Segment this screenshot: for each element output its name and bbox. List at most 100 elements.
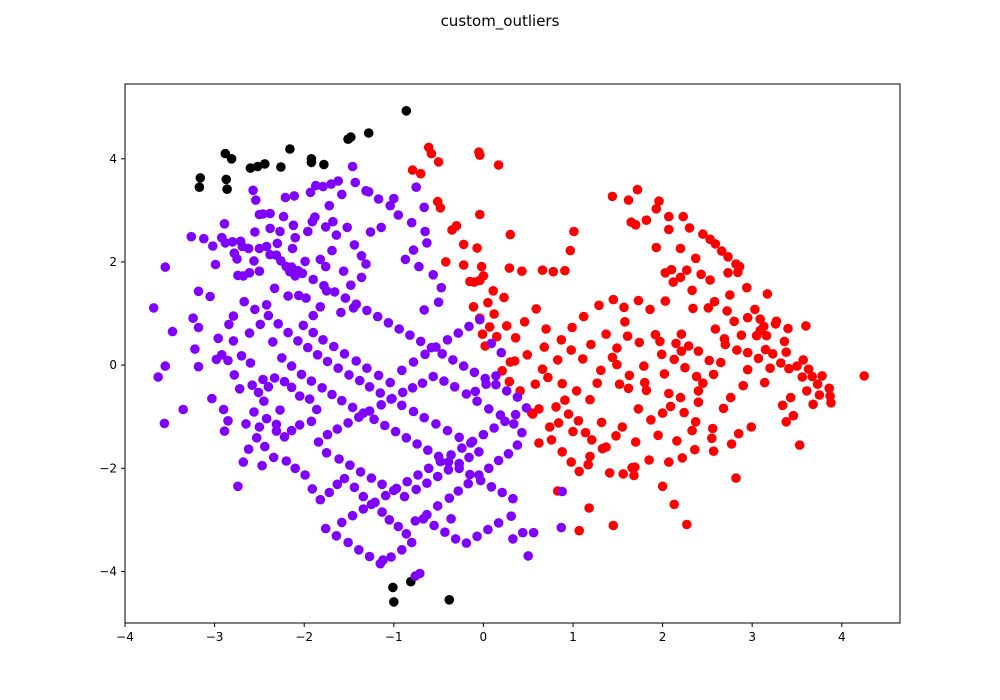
data-point-cluster_b	[630, 437, 641, 447]
data-point-cluster_b	[682, 519, 692, 530]
data-point-cluster_a	[493, 518, 504, 528]
data-point-cluster_a	[444, 493, 455, 504]
data-point-cluster_a	[376, 222, 387, 233]
data-point-cluster_a	[305, 187, 316, 198]
data-point-cluster_b	[742, 347, 753, 358]
data-point-cluster_a	[248, 185, 258, 196]
data-point-cluster_a	[384, 515, 395, 525]
data-point-cluster_a	[433, 297, 444, 308]
y-tick-label: −2	[99, 461, 117, 475]
data-point-cluster_b	[669, 499, 679, 510]
data-point-cluster_b	[759, 377, 770, 388]
data-point-cluster_a	[475, 475, 486, 486]
data-point-cluster_a	[408, 406, 419, 417]
data-point-cluster_a	[491, 379, 501, 390]
data-point-cluster_a	[443, 457, 454, 467]
data-point-cluster_b	[693, 397, 704, 408]
data-point-cluster_a	[366, 473, 377, 483]
data-point-cluster_a	[383, 318, 394, 328]
data-point-cluster_a	[223, 416, 233, 426]
data-point-cluster_a	[377, 507, 387, 517]
data-point-cluster_b	[698, 229, 708, 239]
data-point-cluster_a	[521, 403, 532, 413]
data-point-cluster_b	[794, 440, 805, 450]
data-point-cluster_a	[385, 200, 396, 211]
data-point-cluster_a	[400, 254, 411, 265]
data-point-cluster_b	[608, 294, 619, 305]
data-point-cluster_b	[505, 357, 516, 367]
data-point-cluster_a	[439, 376, 449, 386]
data-point-cluster_b	[475, 150, 485, 160]
data-point-cluster_a	[310, 212, 320, 222]
data-point-cluster_a	[349, 240, 360, 250]
data-point-cluster_a	[261, 413, 272, 424]
data-point-cluster_b	[517, 266, 527, 277]
data-point-cluster_a	[345, 460, 355, 471]
data-point-outliers	[388, 582, 398, 593]
data-point-cluster_a	[265, 249, 275, 260]
data-point-cluster_b	[552, 355, 563, 365]
data-point-cluster_a	[351, 356, 362, 366]
data-point-cluster_b	[407, 165, 418, 175]
data-point-cluster_a	[251, 195, 261, 205]
data-point-cluster_a	[320, 261, 331, 272]
data-point-cluster_b	[668, 277, 679, 287]
data-point-cluster_b	[623, 383, 634, 394]
data-point-cluster_b	[760, 344, 771, 355]
data-point-cluster_a	[422, 478, 432, 489]
data-point-cluster_b	[726, 439, 737, 449]
data-point-cluster_a	[261, 241, 272, 252]
data-point-cluster_b	[802, 386, 812, 396]
data-point-cluster_b	[826, 398, 836, 408]
data-point-cluster_a	[390, 426, 401, 437]
data-point-cluster_a	[249, 407, 259, 417]
data-point-cluster_a	[411, 182, 422, 192]
data-point-cluster_b	[639, 377, 650, 388]
data-point-cluster_a	[464, 452, 474, 463]
data-point-cluster_b	[548, 266, 559, 277]
data-point-cluster_a	[321, 448, 332, 458]
data-point-cluster_a	[228, 311, 239, 321]
data-point-cluster_b	[660, 268, 671, 278]
data-point-cluster_a	[324, 487, 335, 498]
data-point-cluster_b	[690, 253, 701, 264]
data-point-cluster_b	[607, 352, 618, 363]
data-point-cluster_b	[646, 415, 656, 425]
data-point-outliers	[276, 162, 286, 172]
data-point-cluster_a	[178, 404, 188, 415]
data-point-cluster_b	[651, 242, 662, 253]
data-point-cluster_b	[755, 314, 765, 325]
data-point-cluster_b	[492, 331, 502, 342]
data-point-cluster_b	[664, 388, 674, 399]
data-point-cluster_a	[315, 494, 326, 505]
data-point-cluster_b	[458, 260, 469, 270]
data-point-cluster_a	[244, 328, 255, 338]
data-point-cluster_b	[650, 329, 661, 340]
data-point-cluster_b	[618, 469, 628, 479]
data-point-cluster_b	[586, 339, 596, 350]
data-point-cluster_a	[220, 238, 231, 248]
data-point-cluster_b	[468, 302, 479, 312]
data-point-cluster_b	[742, 282, 752, 293]
data-point-cluster_a	[288, 220, 299, 231]
data-point-cluster_a	[237, 241, 248, 252]
data-point-cluster_a	[397, 365, 407, 376]
data-point-cluster_a	[370, 497, 380, 508]
data-point-cluster_b	[688, 303, 698, 314]
data-point-cluster_b	[580, 427, 591, 438]
data-point-cluster_a	[418, 514, 429, 524]
data-point-cluster_a	[347, 510, 358, 521]
data-point-cluster_a	[297, 268, 308, 279]
data-point-cluster_b	[645, 304, 655, 315]
data-point-cluster_b	[742, 364, 753, 375]
data-point-cluster_a	[306, 416, 317, 427]
data-point-cluster_b	[639, 361, 649, 371]
data-point-cluster_b	[553, 418, 564, 428]
data-point-cluster_b	[592, 378, 602, 389]
data-point-cluster_a	[413, 470, 423, 480]
y-tick-label: −4	[99, 564, 117, 578]
data-point-cluster_b	[578, 354, 588, 364]
data-point-cluster_b	[676, 346, 687, 357]
data-point-cluster_b	[583, 459, 593, 470]
data-point-cluster_b	[792, 361, 802, 371]
